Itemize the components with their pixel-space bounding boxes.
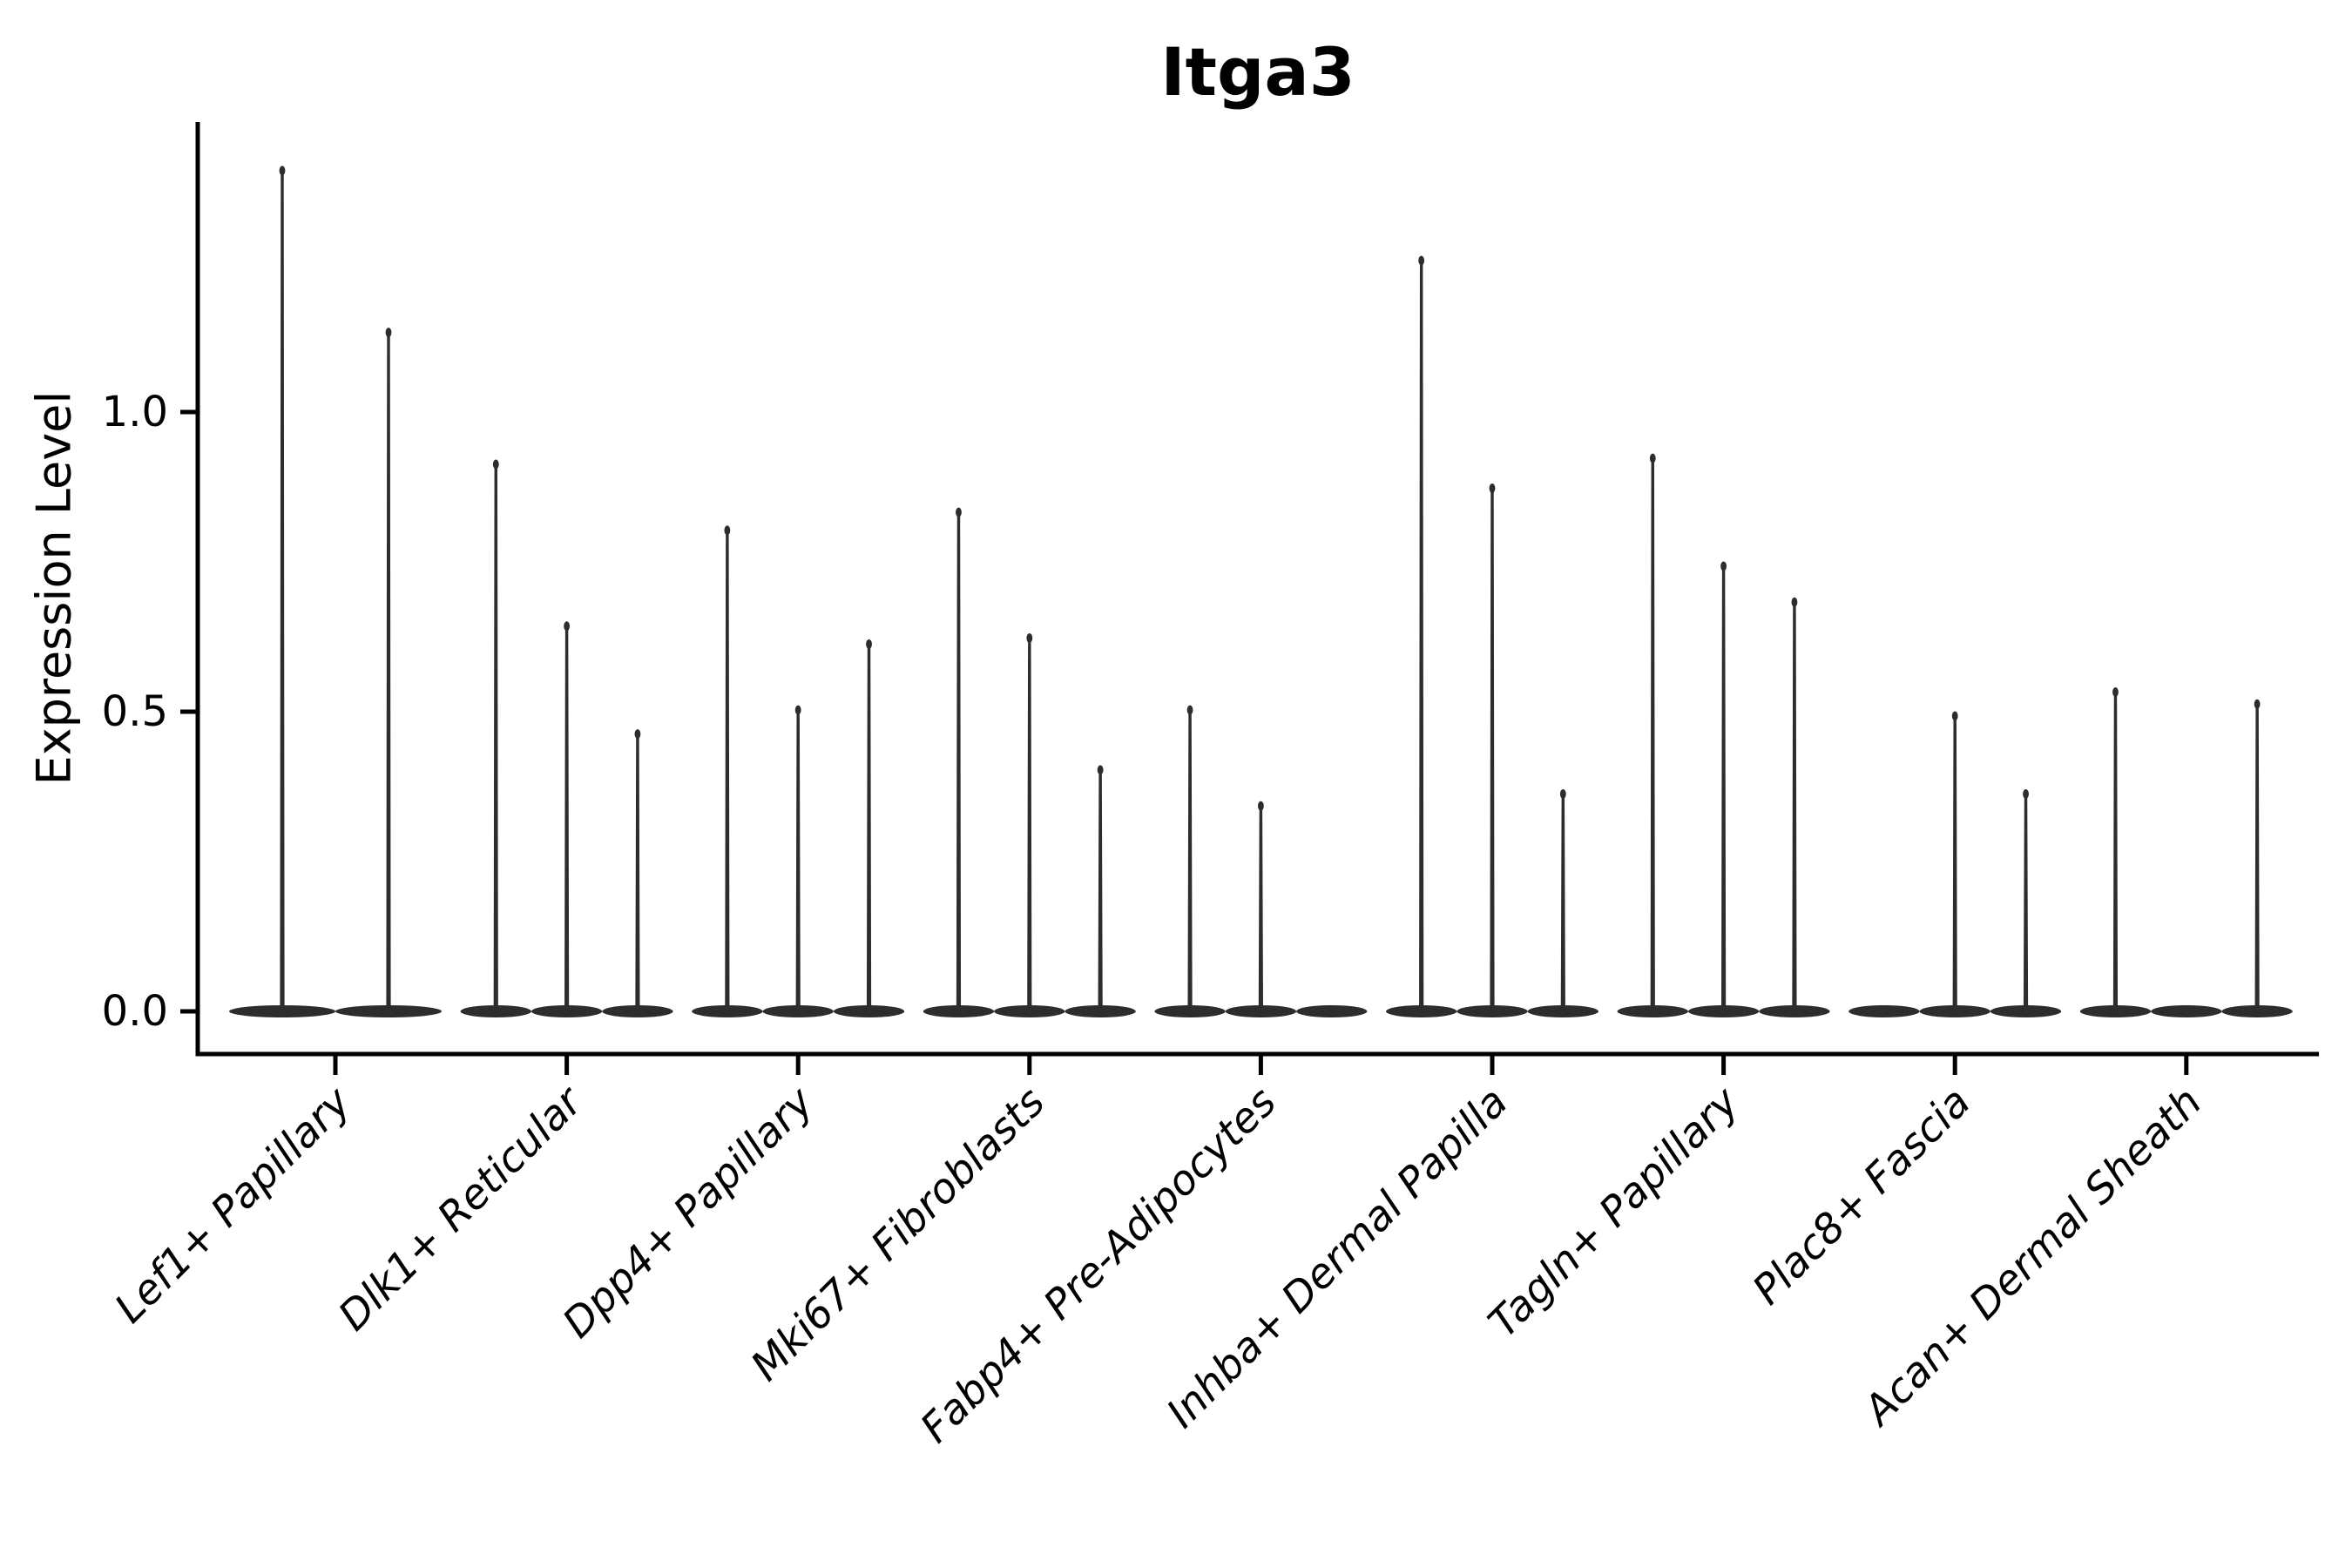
violin-spike bbox=[2254, 704, 2260, 1010]
violin-spike bbox=[2023, 794, 2029, 1010]
violin-body bbox=[1848, 1005, 1920, 1017]
violin-body bbox=[1617, 1005, 1688, 1017]
violin-body bbox=[1154, 1005, 1226, 1017]
violin-spike-tip bbox=[866, 639, 872, 649]
violin-body bbox=[1919, 1005, 1990, 1017]
violin-spike-tip bbox=[1489, 483, 1496, 494]
violin-spike-tip bbox=[1026, 633, 1033, 644]
violin-spike-tip bbox=[564, 621, 570, 632]
violin-group-3 bbox=[692, 525, 905, 1017]
x-tick-label: Plac8+ Fascia bbox=[1744, 1078, 1980, 1315]
violin-body bbox=[2079, 1005, 2152, 1017]
violin-group-4 bbox=[923, 507, 1136, 1017]
y-tick-label: 0.0 bbox=[102, 987, 168, 1036]
violin-spike bbox=[386, 332, 391, 1010]
violin-spike bbox=[635, 733, 640, 1010]
violin-spike bbox=[2112, 692, 2119, 1010]
violin-spike bbox=[1721, 566, 1727, 1010]
violin-spike bbox=[1258, 806, 1263, 1010]
violin-body bbox=[1296, 1005, 1368, 1017]
violin-group-1 bbox=[229, 166, 442, 1017]
violin-body bbox=[602, 1005, 673, 1017]
x-tick-label: Dlk1+ Reticular bbox=[329, 1077, 593, 1341]
violin-body bbox=[1527, 1005, 1599, 1017]
violin-body bbox=[923, 1005, 995, 1017]
violin-body bbox=[1386, 1005, 1457, 1017]
violin-spike bbox=[493, 464, 498, 1010]
violin-spike-tip bbox=[2023, 788, 2029, 799]
violin-spike-tip bbox=[956, 507, 962, 517]
violin-spike bbox=[564, 625, 570, 1010]
violin-group-6 bbox=[1386, 255, 1599, 1017]
y-axis-label: Expression Level bbox=[26, 390, 82, 786]
violin-group-9 bbox=[2079, 686, 2293, 1017]
violin-body bbox=[994, 1005, 1065, 1017]
violin-spike-tip bbox=[1791, 597, 1798, 607]
violin-spike bbox=[280, 170, 285, 1010]
violin-group-2 bbox=[460, 459, 673, 1017]
violin-spike-tip bbox=[634, 729, 641, 740]
violin-spike-tip bbox=[1649, 453, 1656, 463]
violin-body bbox=[335, 1005, 442, 1017]
y-tick-label: 1.0 bbox=[102, 388, 168, 436]
violin-group-7 bbox=[1617, 453, 1830, 1017]
violin-spike bbox=[1098, 769, 1103, 1010]
violin-spike-tip bbox=[794, 705, 801, 715]
violin-body bbox=[1456, 1005, 1528, 1017]
violin-body bbox=[2151, 1005, 2222, 1017]
violin-body bbox=[531, 1005, 603, 1017]
violin-body bbox=[460, 1005, 531, 1017]
violin-body bbox=[229, 1005, 335, 1017]
violin-spike bbox=[1560, 794, 1565, 1010]
violin-spike bbox=[1792, 602, 1797, 1010]
violin-body bbox=[692, 1005, 763, 1017]
violin-spike-tip bbox=[724, 525, 731, 536]
violin-group-5 bbox=[1154, 705, 1368, 1017]
violin-spike bbox=[795, 710, 801, 1010]
violin-spike-tip bbox=[1258, 801, 1264, 811]
violin-body bbox=[1990, 1005, 2062, 1017]
violin-spike bbox=[866, 644, 872, 1010]
violin-spike-tip bbox=[385, 328, 392, 338]
violin-body bbox=[1225, 1005, 1297, 1017]
x-tick-label: Dpp4+ Papillary bbox=[554, 1078, 824, 1348]
violin-spike bbox=[1187, 710, 1193, 1010]
violin-spike bbox=[725, 530, 730, 1010]
violin-spike-tip bbox=[1186, 705, 1193, 715]
violin-body bbox=[1759, 1005, 1830, 1017]
violin-spike-tip bbox=[492, 459, 499, 470]
violin-spike bbox=[1027, 638, 1032, 1010]
violin-spike-tip bbox=[279, 166, 286, 176]
violin-spike-tip bbox=[1418, 255, 1425, 266]
violin-body bbox=[762, 1005, 834, 1017]
violin-group-8 bbox=[1848, 711, 2062, 1017]
violin-spike-tip bbox=[2254, 699, 2261, 709]
x-tick-label: Lef1+ Papillary bbox=[105, 1078, 361, 1333]
violin-spike bbox=[1952, 716, 1957, 1010]
violin-body bbox=[1687, 1005, 1760, 1017]
violin-body bbox=[833, 1005, 905, 1017]
violin-spike-tip bbox=[1951, 711, 1958, 721]
violin-spike-tip bbox=[1720, 561, 1727, 571]
violin-spike bbox=[1650, 458, 1655, 1010]
violin-spike bbox=[1490, 488, 1495, 1010]
chart-title: Itga3 bbox=[1160, 33, 1355, 111]
x-tick-label: Tagln+ Papillary bbox=[1479, 1078, 1749, 1348]
violin-spike-tip bbox=[1559, 788, 1566, 799]
y-tick-label: 0.5 bbox=[102, 687, 168, 736]
violin-spike-tip bbox=[1097, 765, 1104, 775]
violin-spike-tip bbox=[2112, 686, 2119, 697]
violin-body bbox=[2221, 1005, 2293, 1017]
violin-body bbox=[1064, 1005, 1136, 1017]
violin-spike bbox=[956, 512, 962, 1010]
violin-spike bbox=[1419, 260, 1424, 1010]
